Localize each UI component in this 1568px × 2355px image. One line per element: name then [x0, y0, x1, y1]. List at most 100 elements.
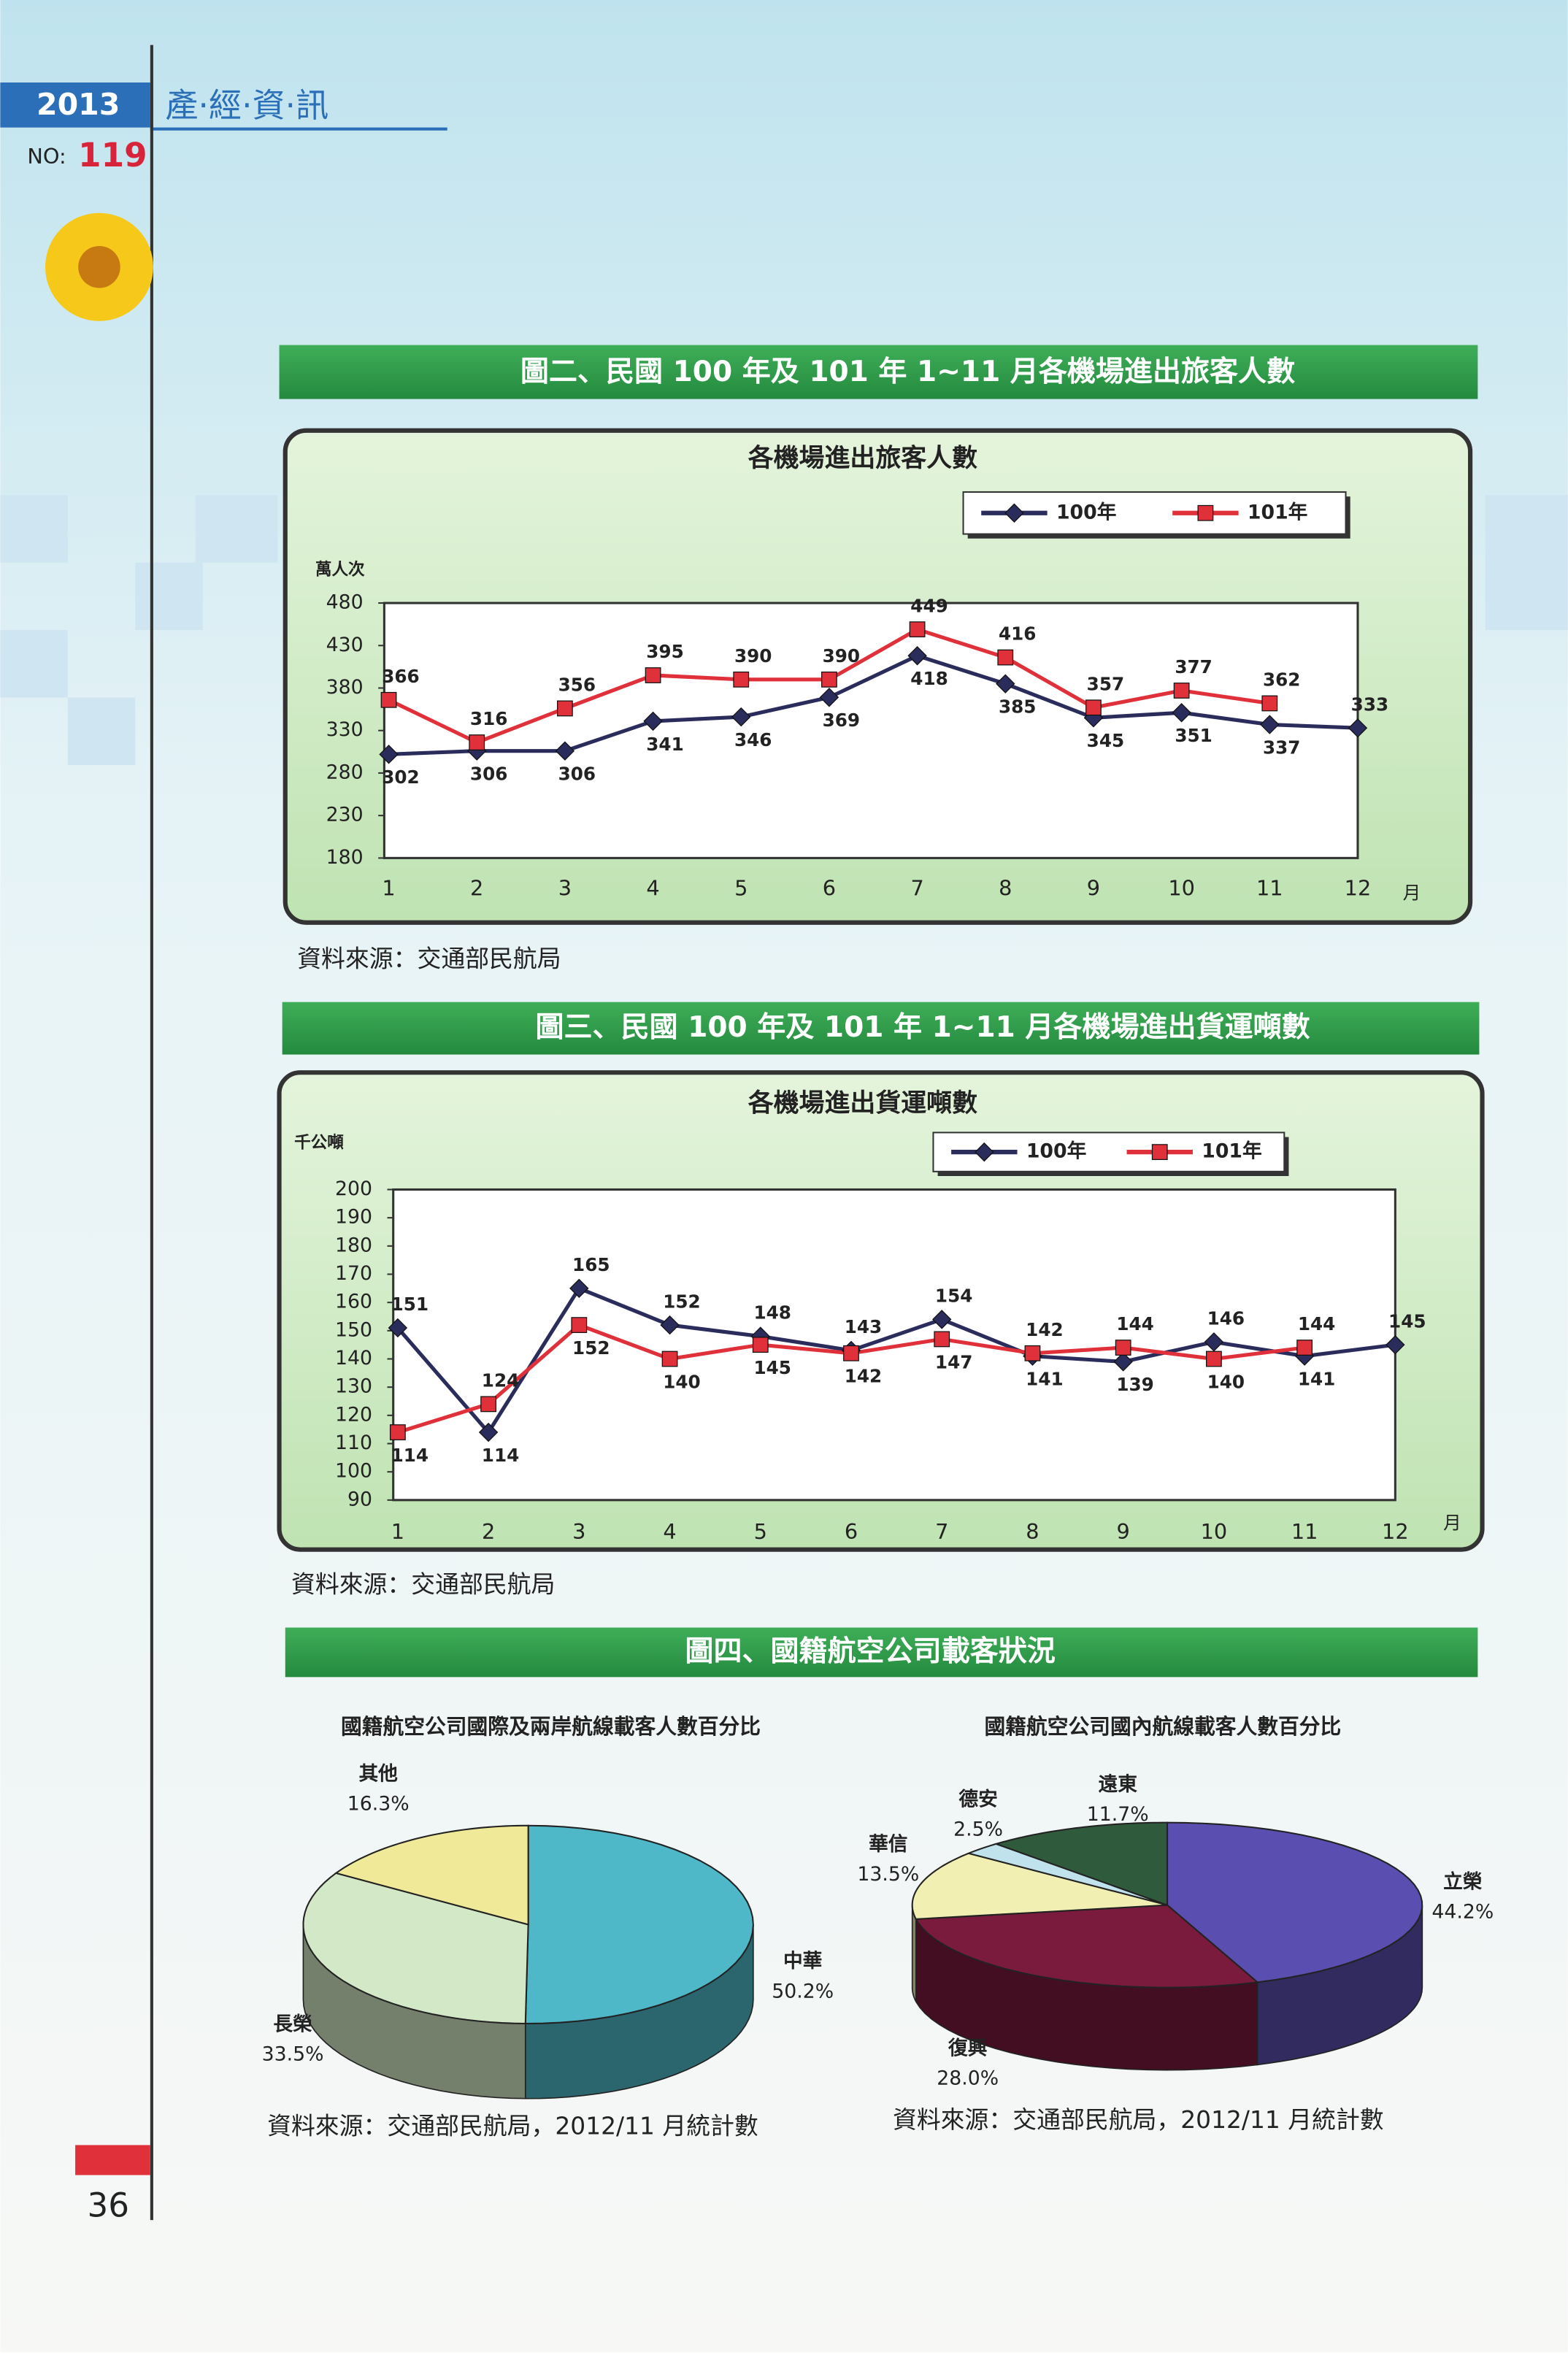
y-axis-label: 萬人次: [315, 559, 365, 579]
data-label: 306: [470, 764, 507, 785]
data-label: 390: [734, 645, 772, 666]
data-label: 357: [1087, 673, 1124, 694]
data-label: 302: [382, 767, 419, 788]
slice-value: 50.2%: [772, 1980, 834, 2002]
pie-slice: [524, 1824, 754, 2025]
data-label: 140: [663, 1371, 700, 1392]
x-tick-label: 8: [999, 876, 1012, 901]
figure-caption: 圖四、國籍航空公司載客狀況: [685, 1635, 1055, 1668]
marker: [1024, 1345, 1041, 1361]
data-label: 143: [845, 1316, 882, 1337]
marker: [1348, 718, 1368, 738]
marker: [1151, 1144, 1168, 1161]
marker: [909, 621, 926, 638]
slice-label: 長榮: [273, 2013, 312, 2036]
y-tick-label: 200: [335, 1178, 372, 1200]
chart-title: 各機場進出貨運噸數: [748, 1088, 977, 1118]
source: 資料來源：交通部民航局，2012/11 月統計數: [893, 2105, 1384, 2134]
banner: [282, 1002, 1480, 1055]
y-tick-label: 330: [326, 718, 364, 741]
page-number: 36: [88, 2186, 130, 2225]
data-label: 154: [935, 1286, 972, 1307]
slice-value: 16.3%: [347, 1792, 410, 1815]
data-label: 114: [391, 1445, 428, 1466]
series-line: [388, 653, 1358, 756]
legend-label: 100年: [1056, 501, 1116, 523]
marker: [733, 671, 750, 688]
marker: [571, 1317, 588, 1333]
slice-label: 遠東: [1099, 1773, 1138, 1796]
data-label: 145: [1388, 1310, 1426, 1332]
marker: [821, 671, 837, 688]
data-label: 152: [663, 1291, 700, 1312]
sunflower-center: [78, 245, 120, 288]
x-tick-label: 3: [558, 876, 572, 901]
x-tick-label: 10: [1168, 876, 1195, 901]
x-tick-label: 10: [1201, 1519, 1228, 1544]
marker: [1260, 715, 1280, 734]
legend-label: 101年: [1202, 1140, 1261, 1163]
series-line: [396, 1286, 1396, 1436]
data-label: 351: [1175, 725, 1212, 746]
data-label: 390: [823, 645, 860, 666]
x-tick-label: 1: [391, 1519, 404, 1544]
slice-label: 復興: [948, 2037, 987, 2059]
pie-slice: [966, 1843, 1168, 1906]
data-label: 418: [910, 668, 948, 689]
source: 資料來源：交通部民航局: [297, 945, 561, 973]
slice-value: 33.5%: [262, 2043, 324, 2066]
data-label: 144: [1116, 1313, 1153, 1334]
issue-label: NO:: [27, 144, 66, 169]
marker: [661, 1351, 678, 1367]
legend-label: 100年: [1026, 1140, 1086, 1163]
marker: [932, 1310, 952, 1329]
data-label: 139: [1116, 1374, 1153, 1395]
data-label: 337: [1263, 737, 1300, 758]
x-tick-label: 1: [382, 876, 395, 901]
data-label: 369: [823, 710, 860, 731]
slice-value: 13.5%: [857, 1863, 919, 1886]
magazine-title: 產·經·資·訊: [165, 86, 328, 125]
data-label: 366: [382, 666, 419, 687]
y-axis-label: 千公噸: [294, 1133, 344, 1152]
source: 資料來源：交通部民航局，2012/11 月統計數: [267, 2111, 758, 2140]
marker: [379, 745, 399, 764]
y-tick-label: 100: [335, 1460, 372, 1483]
x-tick-label: 4: [646, 876, 659, 901]
x-tick-label: 11: [1256, 876, 1283, 901]
pie-slice: [334, 1824, 529, 1926]
source: 資料來源：交通部民航局: [291, 1570, 555, 1598]
data-label: 152: [572, 1337, 610, 1359]
marker: [934, 1331, 950, 1348]
legend-label: 101年: [1248, 501, 1307, 523]
pie-slice: [915, 1904, 1260, 1989]
y-tick-label: 150: [335, 1318, 372, 1341]
x-tick-label: 3: [572, 1519, 585, 1544]
marker: [975, 1142, 994, 1162]
x-tick-label: 9: [1117, 1519, 1130, 1544]
data-label: 124: [482, 1370, 519, 1391]
data-label: 147: [935, 1351, 972, 1372]
x-tick-label: 12: [1382, 1519, 1409, 1544]
data-label: 142: [1026, 1319, 1063, 1340]
data-label: 146: [1207, 1307, 1245, 1329]
data-label: 377: [1175, 656, 1212, 677]
marker: [1296, 1340, 1313, 1356]
y-tick-label: 180: [335, 1234, 372, 1256]
data-label: 142: [845, 1366, 882, 1387]
marker: [1113, 1352, 1133, 1372]
marker: [380, 691, 397, 708]
y-tick-label: 280: [326, 761, 364, 783]
data-label: 333: [1351, 694, 1388, 715]
y-tick-label: 120: [335, 1403, 372, 1426]
figure-caption: 圖二、民國 100 年及 101 年 1~11 月各機場進出旅客人數: [520, 356, 1295, 388]
data-label: 141: [1298, 1369, 1335, 1390]
slice-value: 44.2%: [1431, 1900, 1494, 1923]
year-band: [0, 82, 150, 128]
data-label: 140: [1207, 1371, 1245, 1392]
slice-label: 中華: [783, 1950, 822, 1972]
data-label: 341: [646, 734, 683, 755]
data-label: 316: [470, 708, 507, 729]
issue-number: 119: [78, 136, 147, 174]
